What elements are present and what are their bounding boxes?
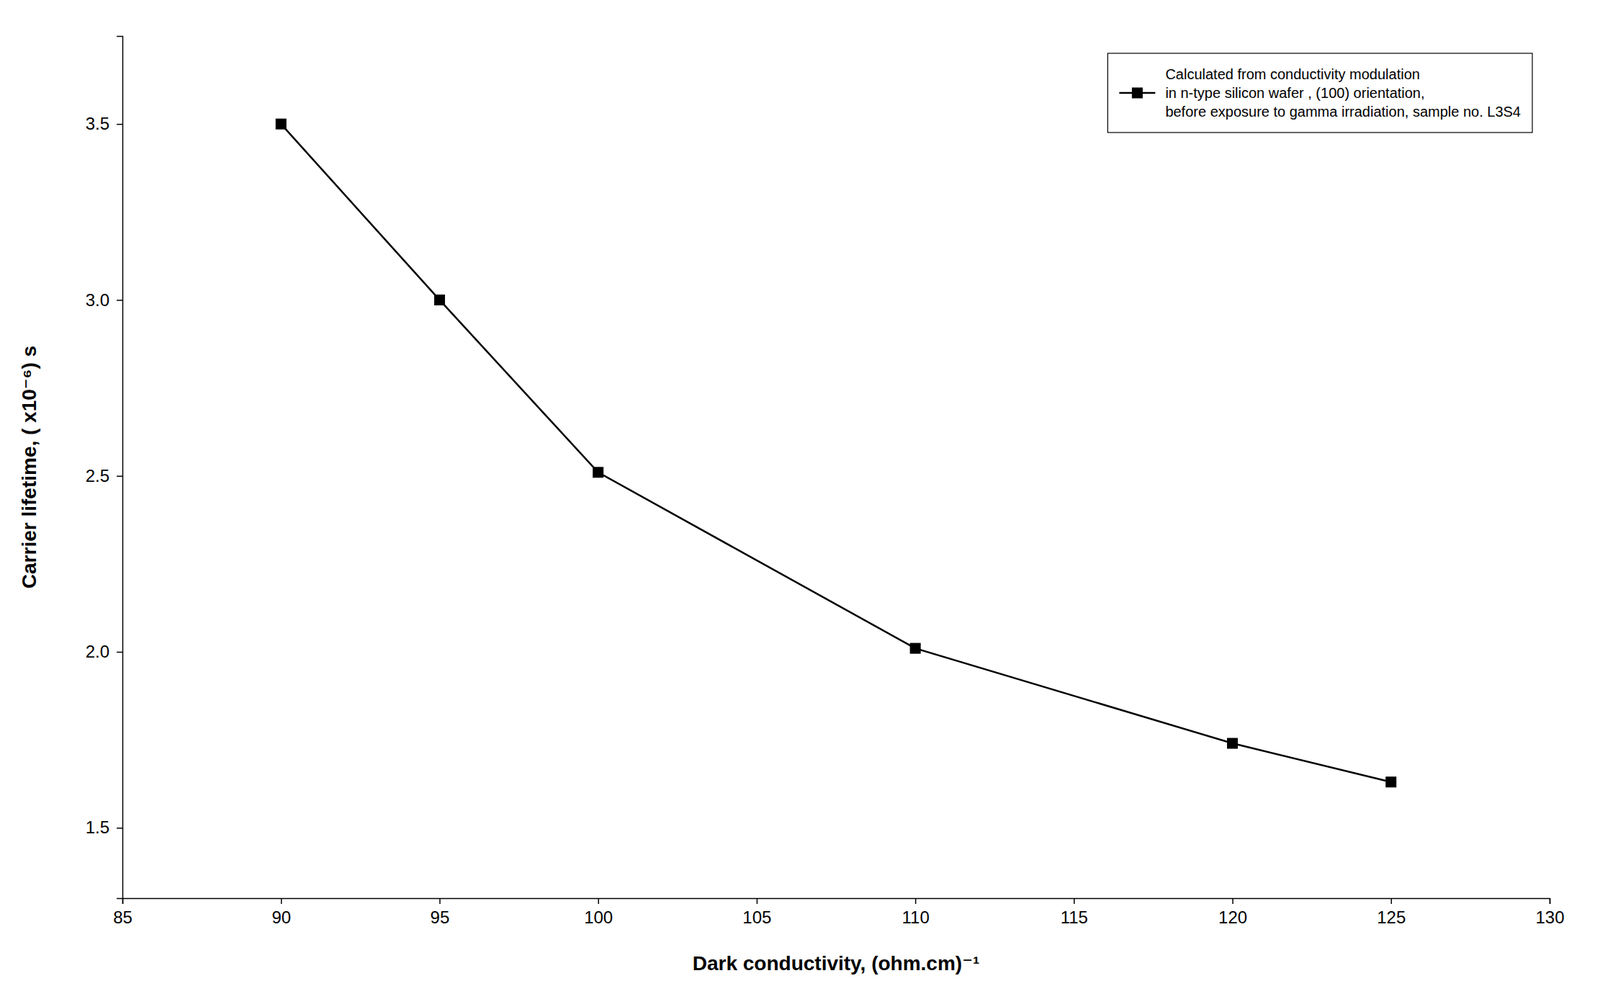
tick: 90 (271, 897, 291, 927)
tick-label: 130 (1535, 907, 1564, 927)
legend-frame (1107, 53, 1533, 133)
tick-label: 90 (271, 907, 291, 927)
tick: 3.0 (85, 290, 123, 310)
data-point (910, 643, 921, 654)
axis-line (116, 36, 124, 899)
tick-mark (116, 123, 123, 126)
data-point (434, 294, 445, 305)
tick-mark (597, 897, 600, 904)
x-axis: 85 90 95 100 105 110 115 120 125 130 (113, 897, 1564, 927)
tick-mark (439, 897, 441, 904)
tick-mark (1073, 897, 1076, 904)
data-point (275, 118, 286, 129)
tick-label: 1.5 (85, 817, 110, 837)
legend: Calculated from conductivity modulationi… (1107, 53, 1533, 133)
data-point (593, 467, 604, 478)
tick-mark (1391, 897, 1393, 904)
tick-label: 115 (1060, 907, 1089, 927)
x-axis-title: Dark conductivity, (ohm.cm)⁻¹ (692, 951, 981, 975)
plot-area (275, 118, 1397, 788)
tick-mark (116, 299, 123, 301)
tick-label: 95 (430, 907, 451, 927)
legend-label: Calculated from conductivity modulationi… (1165, 66, 1521, 120)
tick-label: 2.0 (85, 641, 110, 662)
tick-mark (756, 897, 759, 904)
tick: 2.0 (85, 641, 123, 662)
tick-mark (116, 827, 123, 829)
tick: 115 (1060, 897, 1089, 927)
tick-label: 3.5 (85, 113, 110, 134)
tick: 95 (430, 897, 451, 927)
tick-mark (1549, 897, 1552, 904)
data-point (1227, 738, 1238, 749)
tick-mark (280, 897, 283, 904)
tick: 85 (113, 897, 133, 927)
y-axis: 1.5 2.0 2.5 3.0 3.5 (85, 36, 124, 899)
tick: 105 (742, 897, 772, 927)
data-point (1386, 776, 1397, 788)
axis-line (123, 898, 1551, 905)
tick: 100 (583, 897, 613, 927)
tick: 120 (1218, 897, 1248, 927)
tick: 130 (1535, 897, 1564, 927)
tick-label: 85 (113, 907, 133, 927)
tick-mark (915, 897, 917, 904)
tick-mark (1232, 897, 1234, 904)
tick: 1.5 (85, 817, 123, 837)
tick-label: 105 (742, 907, 772, 927)
tick: 3.5 (85, 113, 123, 134)
chart: 85 90 95 100 105 110 115 120 125 130 1.5 2.0 2.5 3.0 3… (0, 0, 1600, 999)
tick-label: 3.0 (85, 290, 110, 310)
tick: 110 (901, 897, 929, 927)
tick-mark (116, 651, 123, 654)
y-axis-title: Carrier lifetime, ( x10⁻⁶) s (18, 345, 41, 589)
legend-marker (1131, 87, 1143, 98)
tick-label: 125 (1376, 907, 1406, 927)
tick: 125 (1376, 897, 1406, 927)
tick-label: 2.5 (85, 465, 110, 486)
tick-label: 100 (583, 907, 613, 927)
series-line (280, 123, 1392, 782)
tick: 2.5 (85, 465, 123, 486)
tick-mark (116, 475, 123, 477)
legend-entry: Calculated from conductivity modulationi… (1118, 66, 1521, 120)
tick-label: 120 (1218, 907, 1248, 927)
tick-label: 110 (901, 907, 929, 927)
